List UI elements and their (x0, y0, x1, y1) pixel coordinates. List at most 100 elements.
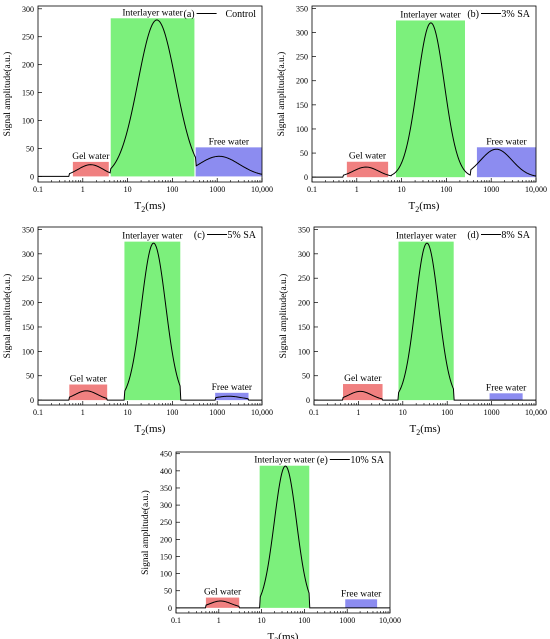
x-axis-label: T2(ms) (409, 200, 440, 214)
y-tick-label: 100 (298, 347, 310, 356)
y-axis-label: Signal amplitude(a.u.) (2, 274, 13, 359)
region-label: Gel water (344, 374, 382, 384)
x-axis-label: T2(ms) (135, 423, 166, 437)
region-label: Interlayer water (122, 8, 183, 18)
region-interlayer-water (124, 241, 181, 401)
region-free-water (489, 393, 523, 401)
region-label: Interlayer water (396, 232, 457, 242)
y-tick-label: 0 (304, 173, 308, 182)
x-tick-label: 1 (81, 185, 85, 194)
x-tick-label: 0.1 (33, 408, 43, 417)
x-tick-label: 10,000 (251, 408, 273, 417)
panel-e: Gel water Interlayer water Free water 0.1 1 1… (140, 450, 401, 639)
x-tick-label: 10,000 (379, 616, 401, 625)
x-tick-label: 10 (398, 185, 406, 194)
y-tick-label: 300 (296, 29, 308, 38)
x-axis-label: T2(ms) (410, 423, 441, 437)
panel-b: Gel water Interlayer water Free water 0.1 1 1… (276, 4, 547, 214)
region-free-water (345, 599, 378, 608)
panel-label: (c) (194, 230, 205, 241)
y-tick-label: 150 (22, 89, 34, 98)
x-tick-label: 1000 (339, 616, 355, 625)
region-label: Free water (341, 589, 382, 599)
y-tick-label: 300 (298, 250, 310, 259)
x-tick-label: 10 (399, 408, 407, 417)
plot-frame (37, 226, 263, 406)
panel-label: (d) (467, 230, 479, 241)
y-tick-label: 250 (22, 274, 34, 283)
y-tick-label: 100 (22, 117, 34, 126)
region-label: Gel water (72, 152, 110, 162)
y-tick-label: 200 (296, 77, 308, 86)
x-tick-label: 1 (356, 408, 360, 417)
region-label: Free water (486, 383, 527, 393)
y-tick-label: 200 (22, 299, 34, 308)
y-tick-label: 150 (22, 323, 34, 332)
y-tick-label: 100 (296, 125, 308, 134)
legend-label: Control (225, 9, 256, 20)
y-axis-label: Signal amplitude(a.u.) (140, 490, 151, 575)
region-label: Free water (209, 137, 250, 147)
x-tick-label: 1000 (484, 408, 500, 417)
x-axis-label-sub: 2 (274, 636, 278, 639)
x-axis-label-main: T (135, 423, 142, 435)
y-tick-label: 50 (26, 372, 34, 381)
panel-d: Gel water Interlayer water Free water 0.1 1 1… (278, 225, 547, 437)
region-interlayer-water (398, 241, 454, 401)
x-tick-label: 10,000 (525, 408, 547, 417)
x-tick-label: 1000 (209, 185, 225, 194)
plot-frame (313, 226, 537, 406)
x-tick-label: 0.1 (309, 408, 319, 417)
region-label: Interlayer water (400, 10, 461, 20)
region-gel-water (346, 161, 389, 178)
signal-curve (312, 22, 537, 178)
region-gel-water (72, 161, 109, 177)
y-tick-label: 50 (300, 149, 308, 158)
region-interlayer-water (259, 465, 310, 608)
y-tick-label: 150 (296, 101, 308, 110)
panel-a: Gel water Interlayer water Free water 0.1 1 1… (2, 5, 273, 214)
x-axis-label-main: T (410, 423, 417, 435)
x-axis-label-main: T (409, 200, 416, 212)
x-axis-label-unit: (ms) (145, 200, 166, 212)
y-tick-label: 0 (30, 396, 34, 405)
x-axis-label-unit: (ms) (278, 631, 299, 639)
x-tick-label: 1 (81, 408, 85, 417)
x-axis-label: T2(ms) (135, 200, 166, 214)
y-tick-label: 250 (160, 518, 172, 527)
y-tick-label: 200 (298, 299, 310, 308)
y-tick-label: 0 (306, 396, 310, 405)
y-tick-label: 100 (160, 570, 172, 579)
y-tick-label: 350 (296, 4, 308, 13)
x-tick-label: 10 (124, 408, 132, 417)
x-tick-label: 1 (217, 616, 221, 625)
y-tick-label: 150 (160, 552, 172, 561)
legend-label: 8% SA (501, 230, 530, 241)
plot-frame (37, 5, 263, 183)
x-axis-label: T2(ms) (268, 631, 299, 639)
x-tick-label: 10 (124, 185, 132, 194)
plot-frame (175, 451, 391, 614)
region-label: Free water (486, 137, 527, 147)
x-tick-label: 0.1 (171, 616, 181, 625)
y-axis-label: Signal amplitude(a.u.) (278, 274, 289, 359)
region-label: Interlayer water (122, 232, 183, 242)
x-tick-label: 100 (440, 185, 452, 194)
x-tick-label: 100 (298, 616, 310, 625)
y-tick-label: 200 (160, 535, 172, 544)
legend-label: 3% SA (501, 9, 530, 20)
panel-c: Gel water Interlayer water Free water 0.1 1 1… (2, 225, 273, 437)
y-tick-label: 300 (22, 5, 34, 14)
region-free-water (195, 147, 262, 177)
legend-label: 5% SA (227, 230, 256, 241)
x-axis-label-sub: 2 (141, 428, 145, 437)
x-axis-label-unit: (ms) (420, 423, 441, 435)
x-tick-label: 100 (441, 408, 453, 417)
x-axis-label-unit: (ms) (419, 200, 440, 212)
y-axis-label: Signal amplitude(a.u.) (2, 52, 13, 137)
x-axis-label-sub: 2 (141, 205, 145, 214)
panel-label: (e) (317, 455, 328, 466)
x-tick-label: 10 (258, 616, 266, 625)
y-tick-label: 50 (302, 372, 310, 381)
